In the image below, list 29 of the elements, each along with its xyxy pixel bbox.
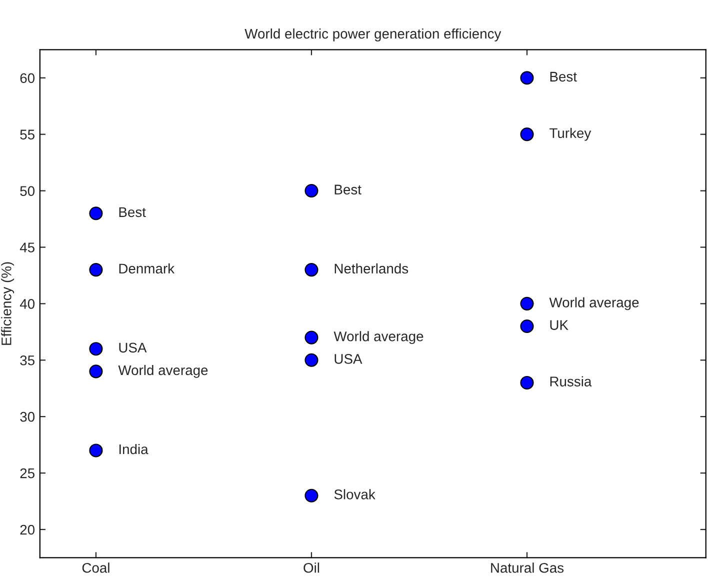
y-tick-label: 40 (20, 299, 35, 309)
annotation: World average (118, 364, 208, 378)
y-tick-label: 60 (20, 73, 35, 84)
annotation: World average (334, 331, 424, 344)
annotation: Best (119, 207, 146, 218)
annotation: Best (334, 184, 362, 194)
annotation: UK (550, 320, 568, 330)
annotation: Slovak (334, 489, 376, 500)
annotation: Denmark (119, 263, 175, 274)
annotation: Turkey (550, 128, 592, 141)
y-tick-label: 35 (20, 355, 34, 366)
x-tick-label: Coal (82, 562, 110, 573)
chart-title: World electric power generation efficiency (244, 28, 502, 42)
y-tick-label: 50 (20, 186, 35, 196)
x-tick-label: Oil (304, 562, 320, 573)
x-tick-label: Natural Gas (491, 562, 564, 573)
y-tick-label: 55 (20, 130, 34, 140)
annotation: USA (334, 354, 362, 364)
y-tick-label: 30 (20, 412, 35, 422)
annotation: USA (119, 342, 147, 353)
y-tick-label: 25 (20, 468, 34, 478)
annotation: Netherlands (334, 263, 408, 274)
annotation: World average (549, 297, 639, 310)
y-tick-label: 20 (20, 524, 35, 535)
y-axis-title: Efficiency (%) (1, 262, 14, 345)
annotation: India (119, 444, 148, 454)
y-tick-label: 45 (20, 242, 34, 252)
annotation: Best (550, 72, 577, 82)
annotation: Russia (550, 376, 592, 386)
